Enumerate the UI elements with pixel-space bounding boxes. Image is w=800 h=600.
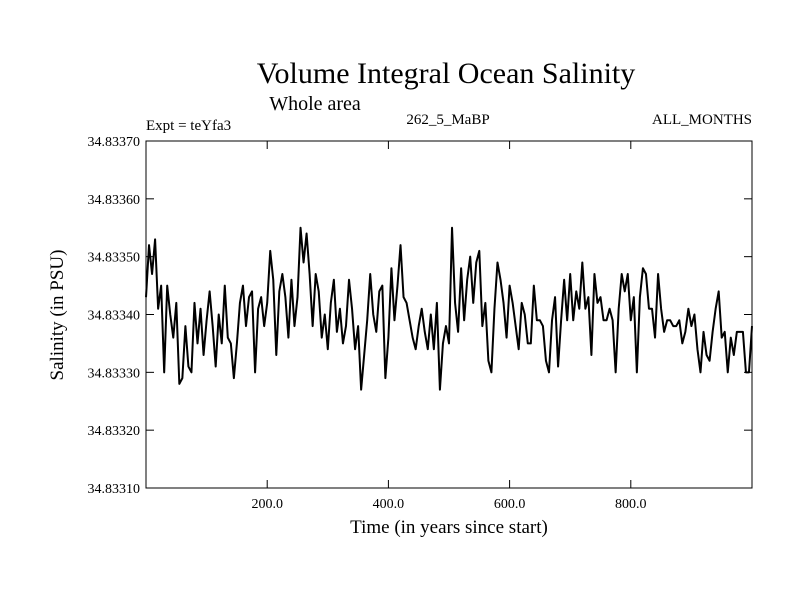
x-tick-label: 800.0 bbox=[615, 497, 647, 512]
y-tick-label: 34.83360 bbox=[88, 193, 141, 208]
chart-subtitle: Whole area bbox=[269, 93, 361, 115]
salinity-series-line bbox=[145, 226, 753, 391]
x-tick-label: 400.0 bbox=[373, 497, 405, 512]
x-tick-label: 200.0 bbox=[251, 497, 283, 512]
header-right-label: ALL_MONTHS bbox=[652, 112, 752, 128]
y-tick-label: 34.83370 bbox=[88, 135, 141, 150]
y-tick-label: 34.83330 bbox=[88, 366, 141, 381]
chart-title: Volume Integral Ocean Salinity bbox=[257, 57, 636, 90]
plot-frame bbox=[145, 140, 753, 489]
header-left-label: Expt = teYfa3 bbox=[146, 118, 231, 134]
y-tick-label: 34.83340 bbox=[88, 309, 141, 324]
x-tick-label: 600.0 bbox=[494, 497, 526, 512]
y-axis-label: Salinity (in PSU) bbox=[47, 250, 68, 381]
y-tick-label: 34.83310 bbox=[88, 482, 141, 497]
x-axis-ticks: 200.0 400.0 600.0 800.0 bbox=[251, 141, 647, 512]
y-tick-label: 34.83350 bbox=[88, 251, 141, 266]
x-axis-label: Time (in years since start) bbox=[350, 517, 548, 538]
y-tick-label: 34.83320 bbox=[88, 424, 141, 439]
header-center-label: 262_5_MaBP bbox=[406, 112, 489, 128]
